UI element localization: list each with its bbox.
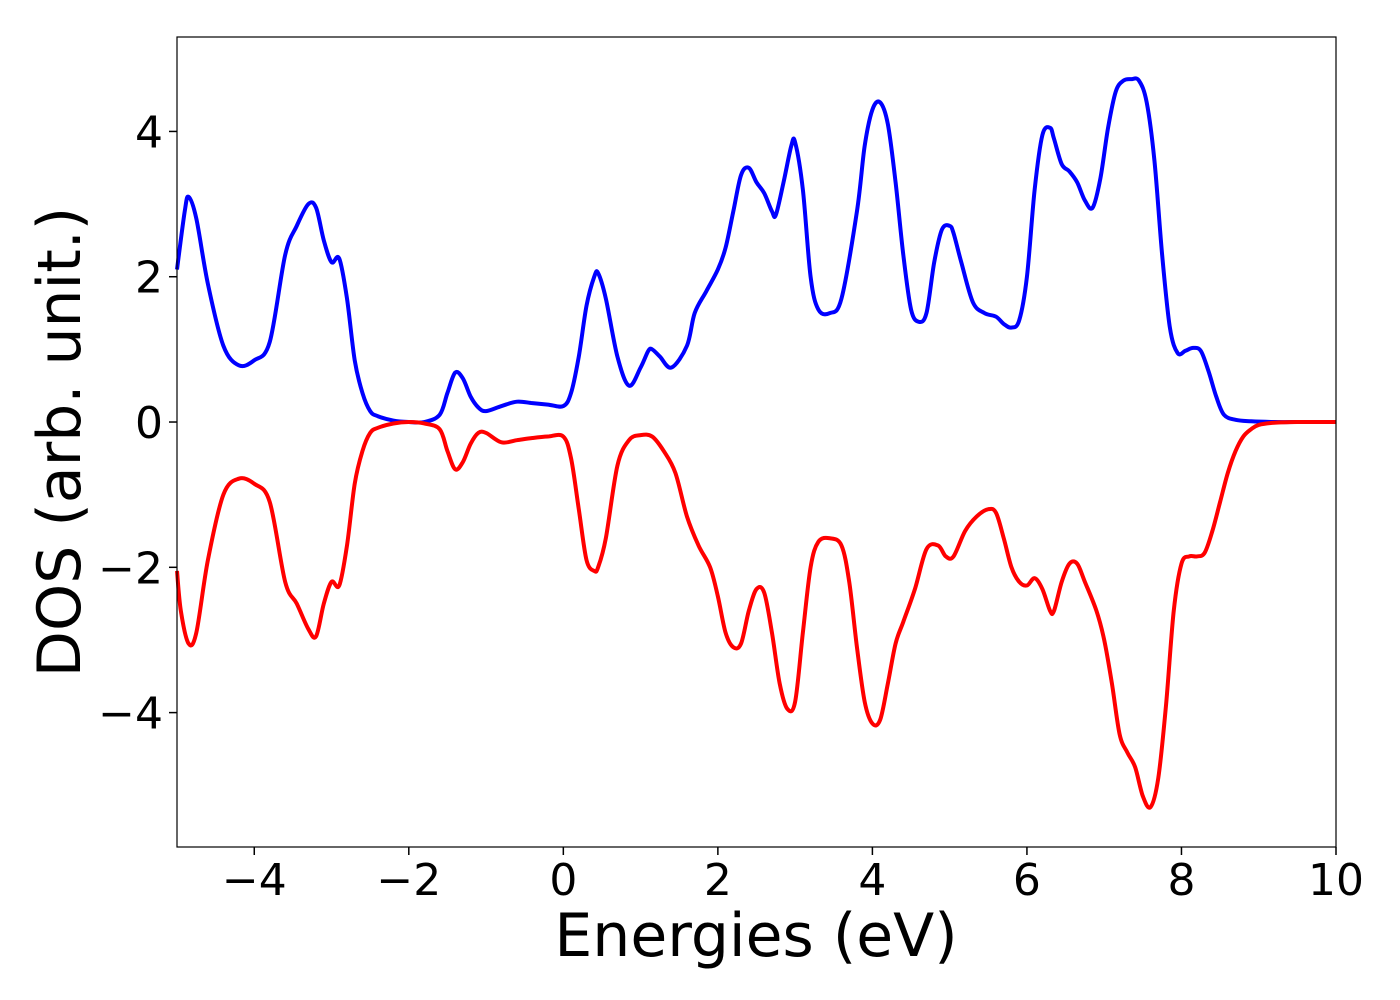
x-tick-label: 6 xyxy=(1013,855,1041,906)
x-tick-label: 10 xyxy=(1308,855,1364,906)
x-axis-ticks: −4 −2 0 2 4 6 8 10 xyxy=(222,847,1364,906)
y-tick-label: 4 xyxy=(135,107,163,158)
x-tick-label: 0 xyxy=(549,855,577,906)
x-tick-label: 8 xyxy=(1167,855,1195,906)
x-tick-label: 2 xyxy=(704,855,732,906)
y-axis-label: DOS (arb. unit.) xyxy=(25,207,95,677)
y-tick-label: −4 xyxy=(98,689,163,740)
dos-series-line-red xyxy=(175,419,1337,810)
x-axis-label: Energies (eV) xyxy=(554,901,957,971)
y-tick-label: 2 xyxy=(135,253,163,304)
series-layer xyxy=(175,76,1337,810)
dos-series-line-blue xyxy=(175,76,1336,425)
y-tick-label: 0 xyxy=(135,398,163,449)
y-tick-label: −2 xyxy=(98,543,163,594)
plot-frame xyxy=(176,36,1337,848)
x-tick-label: −2 xyxy=(376,855,441,906)
x-tick-label: −4 xyxy=(222,855,287,906)
x-tick-label: 4 xyxy=(858,855,886,906)
y-axis-ticks: −4 −2 0 2 4 xyxy=(98,107,177,740)
